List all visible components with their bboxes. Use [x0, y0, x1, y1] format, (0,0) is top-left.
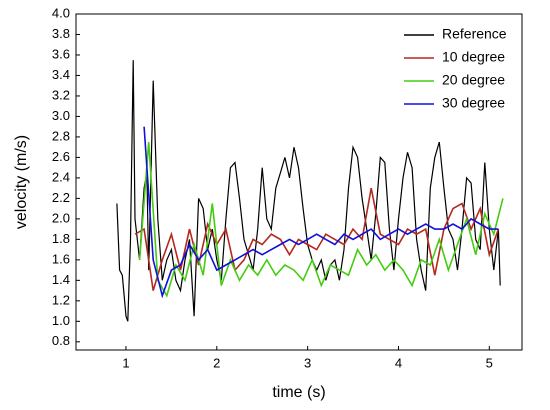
y-tick-label: 2.8: [52, 128, 70, 143]
y-tick-label: 2.4: [52, 169, 70, 184]
y-axis-label: velocity (m/s): [13, 135, 30, 229]
y-tick-label: 1.2: [52, 292, 70, 307]
series-line: [138, 141, 504, 298]
y-tick-label: 3.8: [52, 26, 70, 41]
x-tick-label: 2: [213, 355, 220, 370]
y-tick-label: 2.6: [52, 149, 70, 164]
legend-label: 10 degree: [442, 49, 505, 65]
series-line: [143, 126, 499, 299]
x-axis-label: time (s): [272, 384, 325, 401]
y-tick-label: 1.6: [52, 251, 70, 266]
y-tick-label: 0.8: [52, 333, 70, 348]
series-line: [116, 60, 501, 322]
y-tick-label: 3.2: [52, 87, 70, 102]
y-tick-label: 1.4: [52, 272, 70, 287]
y-tick-label: 4.0: [52, 5, 70, 20]
y-tick-label: 1.8: [52, 231, 70, 246]
x-tick-label: 5: [486, 355, 493, 370]
plot-frame: [75, 13, 523, 351]
legend-label: 30 degree: [442, 95, 505, 111]
x-tick-label: 4: [395, 355, 402, 370]
legend-label: 20 degree: [442, 72, 505, 88]
x-tick-label: 1: [122, 355, 129, 370]
y-tick-label: 1.0: [52, 313, 70, 328]
y-tick-label: 3.6: [52, 46, 70, 61]
y-tick-label: 2.2: [52, 190, 70, 205]
legend-label: Reference: [442, 26, 507, 42]
y-tick-label: 3.4: [52, 67, 70, 82]
x-tick-label: 3: [304, 355, 311, 370]
y-tick-label: 2.0: [52, 210, 70, 225]
series-line: [134, 187, 500, 291]
y-tick-label: 3.0: [52, 108, 70, 123]
